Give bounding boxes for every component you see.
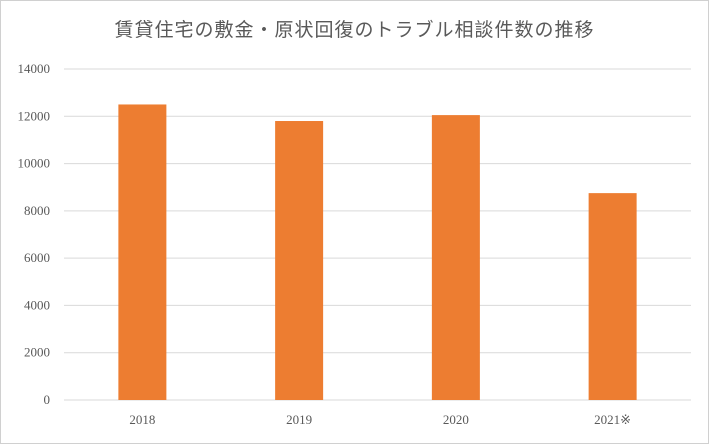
x-tick-label: 2018 (129, 412, 155, 427)
y-tick-label: 8000 (24, 203, 50, 218)
bar-2018 (118, 104, 167, 400)
bars (118, 104, 637, 400)
y-tick-label: 2000 (24, 345, 50, 360)
bar-2019 (275, 121, 324, 400)
bar-2020 (431, 115, 480, 400)
gridlines (64, 68, 691, 401)
y-tick-label: 0 (44, 392, 51, 407)
y-tick-label: 14000 (18, 61, 51, 76)
x-axis-tick-labels: 2018 2019 2020 2021※ (129, 412, 631, 427)
y-tick-label: 6000 (24, 250, 50, 265)
y-axis-tick-labels: 0 2000 4000 6000 8000 10000 12000 14000 (18, 61, 51, 407)
x-tick-label: 2021※ (594, 412, 631, 427)
y-tick-label: 4000 (24, 297, 50, 312)
y-tick-label: 12000 (18, 108, 51, 123)
y-tick-label: 10000 (18, 156, 51, 171)
chart-title: 賃貸住宅の敷金・原状回復のトラブル相談件数の推移 (114, 19, 595, 41)
x-tick-label: 2019 (286, 412, 312, 427)
x-tick-label: 2020 (443, 412, 469, 427)
bar-2021※ (588, 193, 637, 400)
